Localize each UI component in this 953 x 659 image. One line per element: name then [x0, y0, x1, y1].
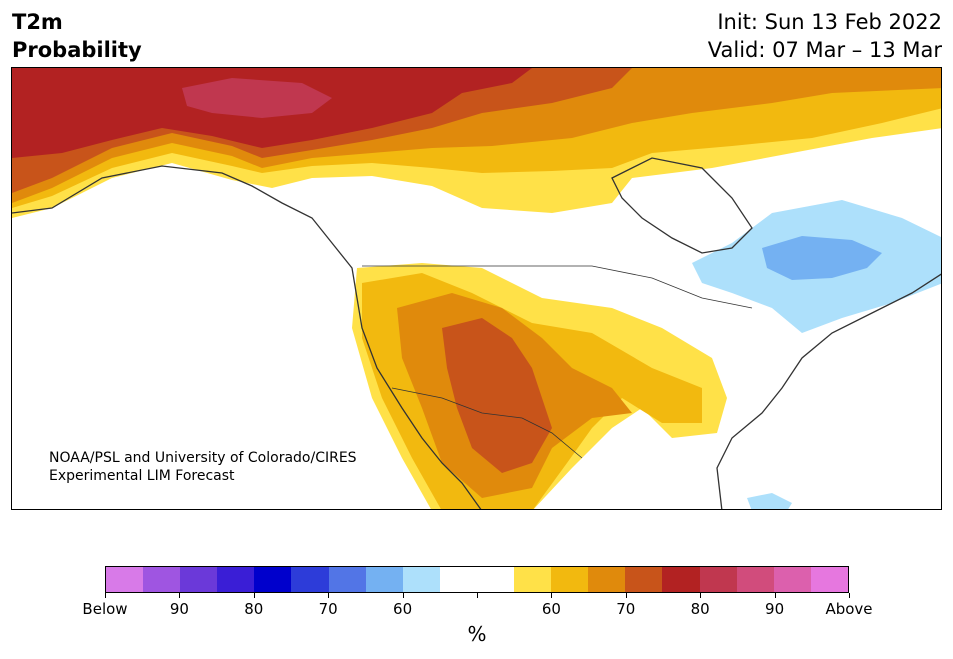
region-cool-65-east — [762, 236, 882, 280]
colorbar-tick-label: 80 — [690, 600, 710, 618]
colorbar-cell — [402, 567, 440, 592]
colorbar-tick-label: 80 — [244, 600, 264, 618]
colorbar-cell — [736, 567, 774, 592]
colorbar-cell — [439, 567, 477, 592]
colorbar-cell — [625, 567, 663, 592]
colorbar-tick — [849, 593, 850, 598]
colorbar-cell — [588, 567, 626, 592]
colorbar-tick-label: 60 — [541, 600, 561, 618]
colorbar-tick — [105, 593, 106, 598]
probability-map — [12, 68, 941, 509]
credit-line-2: Experimental LIM Forecast — [49, 468, 235, 484]
title-line-1: T2m — [12, 10, 63, 34]
colorbar-cell — [254, 567, 292, 592]
colorbar-tick — [551, 593, 553, 598]
colorbar-cell — [217, 567, 255, 592]
colorbar-tick — [774, 593, 776, 598]
map-panel: NOAA/PSL and University of Colorado/CIRE… — [11, 67, 942, 510]
colorbar-cell — [773, 567, 811, 592]
colorbar-tick-label: Above — [825, 600, 873, 618]
map-title: T2m Probability — [12, 8, 142, 64]
colorbar-cell — [514, 567, 552, 592]
us-mexico-border — [391, 387, 583, 459]
credit-text: NOAA/PSL and University of Colorado/CIRE… — [49, 449, 357, 485]
colorbar-cell — [180, 567, 218, 592]
colorbar-tick-label: 90 — [765, 600, 785, 618]
coastline-hudson — [611, 157, 753, 254]
forecast-dates: Init: Sun 13 Feb 2022 Valid: 07 Mar – 13… — [708, 8, 942, 64]
region-warm-85-north — [182, 78, 332, 118]
colorbar-cell — [365, 567, 403, 592]
colorbar-tick — [253, 593, 255, 598]
credit-line-1: NOAA/PSL and University of Colorado/CIRE… — [49, 450, 357, 466]
colorbar-cell — [291, 567, 329, 592]
colorbar-cell — [476, 567, 515, 592]
us-canada-border — [362, 265, 753, 309]
colorbar-unit: % — [467, 622, 487, 646]
colorbar-cell — [662, 567, 700, 592]
colorbar-tick — [402, 593, 404, 598]
colorbar-cell — [143, 567, 181, 592]
valid-dates: Valid: 07 Mar – 13 Mar — [707, 38, 942, 62]
colorbar-tick — [700, 593, 702, 598]
coastline-east — [716, 273, 941, 509]
colorbar-cell — [106, 567, 144, 592]
colorbar-tick-label: 70 — [616, 600, 636, 618]
init-date: Init: Sun 13 Feb 2022 — [717, 10, 942, 34]
colorbar-tick — [179, 593, 181, 598]
title-line-2: Probability — [12, 38, 142, 62]
colorbar-cell — [699, 567, 737, 592]
colorbar-tick — [328, 593, 330, 598]
colorbar-cell — [810, 567, 848, 592]
colorbar-tick-label: 70 — [318, 600, 338, 618]
colorbar-tick — [625, 593, 627, 598]
colorbar-cell — [328, 567, 366, 592]
colorbar-tick-label: 60 — [393, 600, 413, 618]
region-warm-75-south — [442, 318, 552, 473]
coastline-west — [12, 165, 482, 509]
colorbar-tick — [477, 593, 478, 598]
colorbar-tick-label: 90 — [169, 600, 189, 618]
region-cool-60-south — [747, 493, 792, 509]
colorbar-tick-label: Below — [82, 600, 128, 618]
colorbar — [105, 566, 849, 593]
colorbar-cell — [551, 567, 589, 592]
